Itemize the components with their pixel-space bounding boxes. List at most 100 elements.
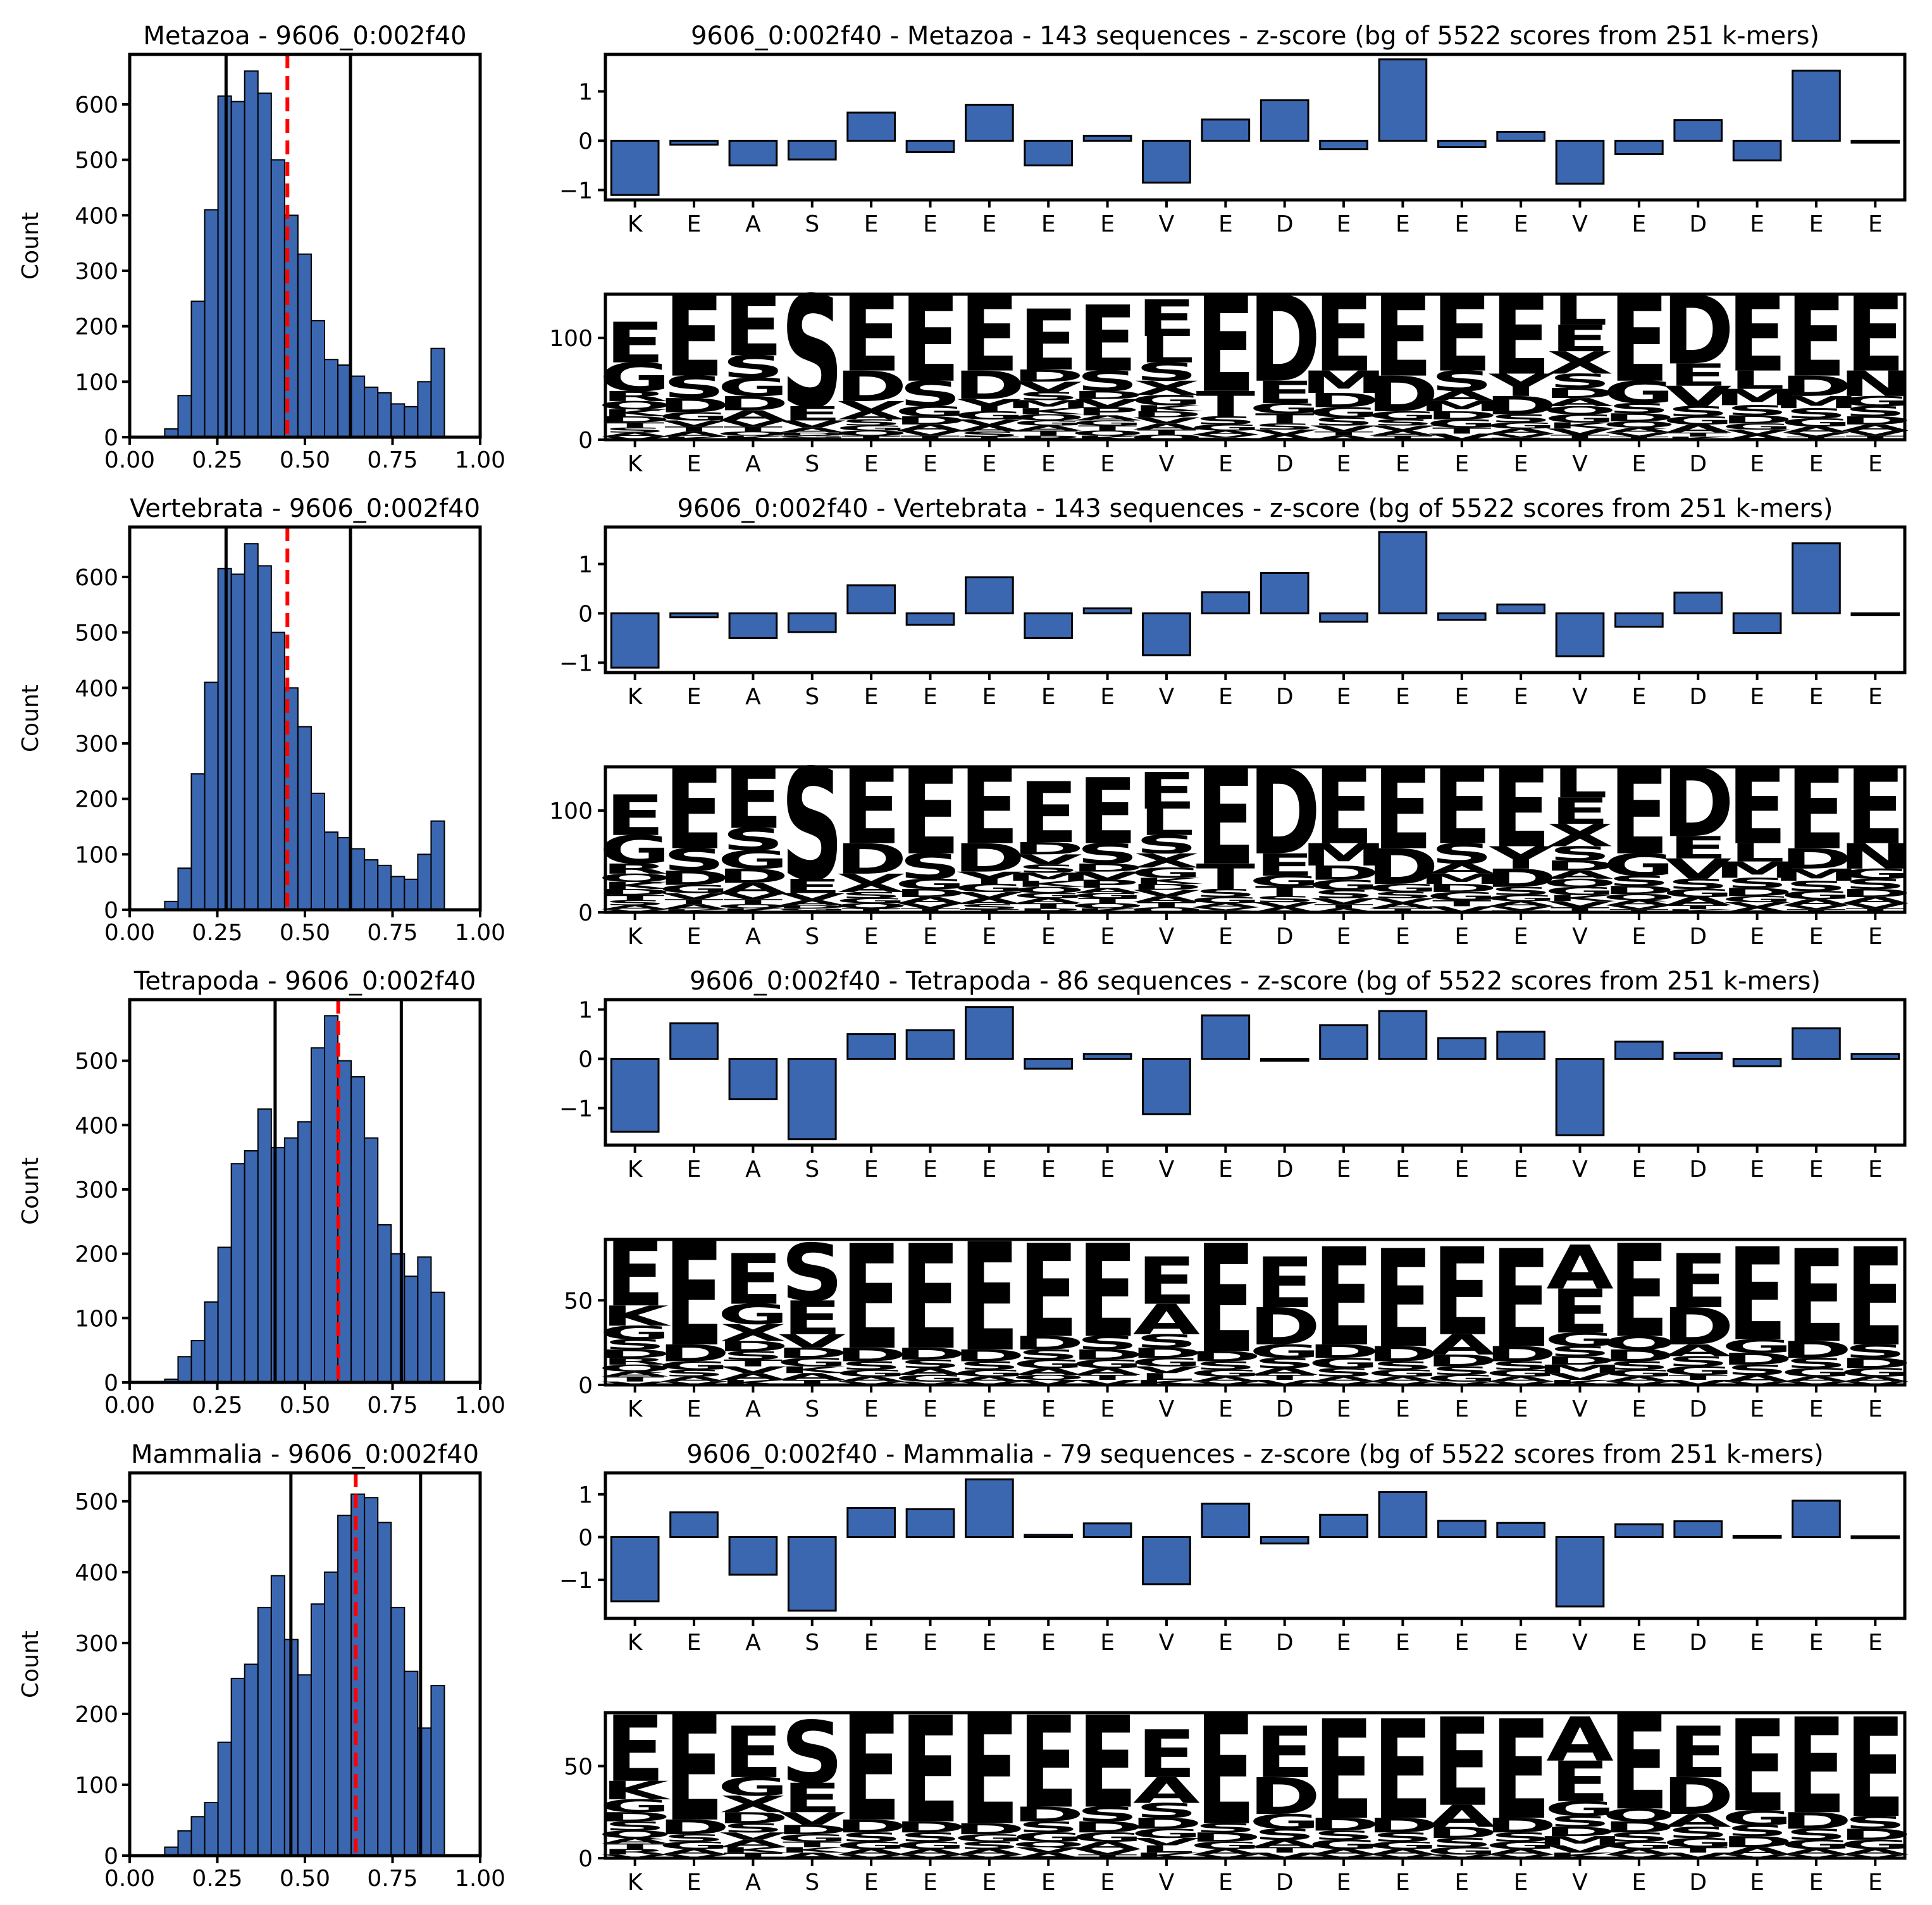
- x-tick-label: E: [1218, 1870, 1233, 1896]
- logo-letter: S: [958, 1840, 1020, 1852]
- logo-letter: G: [1781, 416, 1852, 430]
- logo-letter: T: [724, 425, 783, 433]
- logo-letter: L: [1139, 328, 1194, 371]
- x-tick-label: E: [1396, 1157, 1410, 1182]
- zscore-frame: [604, 1471, 1907, 1620]
- x-tick-label: K: [628, 1157, 643, 1182]
- logo-letter: D: [895, 1344, 967, 1363]
- logo-letter: D: [1426, 1351, 1498, 1370]
- logo-letter: V: [1074, 869, 1141, 883]
- x-tick-label: V: [1159, 1870, 1175, 1896]
- logo-letter: V: [956, 890, 1023, 900]
- logo-letter: K: [1015, 879, 1085, 889]
- hist-bar: [297, 1674, 312, 1857]
- logo-letter: E: [664, 745, 724, 875]
- logo-letter: K: [1074, 435, 1144, 441]
- x-tick-label: E: [982, 1396, 996, 1422]
- logo-letter: G: [954, 1368, 1025, 1379]
- y-tick-label: −1: [559, 650, 593, 676]
- x-tick-label: E: [1100, 1157, 1115, 1182]
- y-tick-label: 0: [578, 900, 593, 926]
- x-tick-label: 0.25: [192, 1393, 242, 1418]
- x-tick-label: S: [805, 1396, 819, 1422]
- hist-bar: [230, 1163, 245, 1384]
- logo-letter: G: [717, 373, 789, 402]
- hist-bar: [230, 1677, 245, 1857]
- logo-letter: S: [1844, 876, 1907, 893]
- logo-letter: G: [895, 1840, 966, 1852]
- x-tick-label: E: [1218, 451, 1233, 477]
- zscore-bar: [1082, 1053, 1132, 1060]
- logo-letter: T: [1668, 1374, 1728, 1382]
- logo-letter: E: [1786, 1222, 1846, 1371]
- x-tick-label: E: [1809, 924, 1824, 950]
- logo-letter: E: [664, 1684, 724, 1854]
- logo-letter: S: [1372, 1830, 1434, 1845]
- logo-letter: P: [1017, 907, 1081, 914]
- logo-letter: A: [1015, 424, 1082, 432]
- logo-letter: S: [1194, 887, 1257, 900]
- hist-bar: [297, 1121, 312, 1383]
- logo-letter: K: [1015, 407, 1085, 416]
- logo-letter: D: [599, 1809, 671, 1824]
- logo-letter: A: [1074, 1840, 1141, 1852]
- x-tick-label: V: [1572, 1630, 1588, 1656]
- x-tick-label: E: [1041, 211, 1056, 237]
- logo-letter: E: [664, 273, 724, 402]
- x-tick-label: 0.75: [367, 447, 418, 473]
- logo-letter: A: [1133, 422, 1200, 431]
- x-tick-label: E: [1396, 1630, 1410, 1656]
- logo-letter: Q: [1012, 413, 1086, 422]
- logo-letter: V: [719, 419, 786, 428]
- x-tick-label: A: [745, 1630, 761, 1656]
- logo-letter: A: [838, 1847, 905, 1856]
- x-tick-label: E: [1514, 684, 1528, 710]
- logo-letter: E: [1255, 1243, 1315, 1324]
- logo-letter: V: [838, 1381, 905, 1386]
- logo-letter: V: [1428, 1381, 1495, 1386]
- zscore-bar: [1437, 1037, 1487, 1060]
- logo-letter: G: [1190, 895, 1261, 905]
- x-tick-label: E: [1337, 211, 1351, 237]
- logo-letter: X: [1547, 345, 1614, 381]
- logo-letter: A: [1842, 423, 1909, 432]
- x-tick-label: E: [1809, 1157, 1824, 1182]
- zscore-bar: [965, 576, 1014, 614]
- logo-letter: E: [841, 1215, 901, 1382]
- logo-letter: V: [1842, 429, 1909, 437]
- logo-frame: [604, 1711, 1907, 1860]
- logo-letter: T: [1196, 384, 1255, 425]
- logo-letter: A: [779, 899, 846, 907]
- hist-bar: [190, 773, 206, 910]
- x-tick-label: E: [1041, 1630, 1056, 1656]
- logo-letter: D: [1308, 389, 1380, 412]
- x-tick-label: E: [1337, 451, 1351, 477]
- logo-letter: E: [1078, 760, 1137, 865]
- zscore-bar: [1319, 1024, 1368, 1060]
- logo-letter: G: [776, 1356, 848, 1369]
- x-tick-label: E: [1218, 211, 1233, 237]
- logo-letter: A: [1133, 895, 1200, 904]
- hist-bar: [377, 1224, 392, 1383]
- logo-letter: A: [1133, 1296, 1200, 1344]
- logo-letter: V: [1723, 1854, 1790, 1859]
- logo-letter: D: [1485, 1342, 1557, 1367]
- logo-letter: E: [1551, 790, 1610, 833]
- logo-letter: K: [1133, 876, 1203, 886]
- y-tick-label: 500: [75, 1489, 118, 1515]
- x-tick-label: E: [923, 1157, 938, 1182]
- logo-letter: V: [779, 1809, 846, 1829]
- logo-letter: M: [1005, 871, 1092, 884]
- logo-letter: K: [779, 1846, 849, 1854]
- logo-letter: Y: [957, 869, 1022, 888]
- logo-letter: V: [1015, 852, 1082, 868]
- logo-letter: D: [1839, 1826, 1911, 1844]
- zscore-title: 9606_0:002f40 - Tetrapoda - 86 sequences…: [690, 967, 1821, 996]
- logo-letter: P: [1017, 435, 1081, 441]
- logo-letter: D: [599, 887, 671, 897]
- logo-letter: V: [838, 871, 905, 888]
- hist-bar: [190, 301, 206, 438]
- logo-letter: A: [1369, 1847, 1436, 1856]
- logo-letter: S: [1667, 876, 1730, 893]
- zscore-frame: [604, 53, 1907, 202]
